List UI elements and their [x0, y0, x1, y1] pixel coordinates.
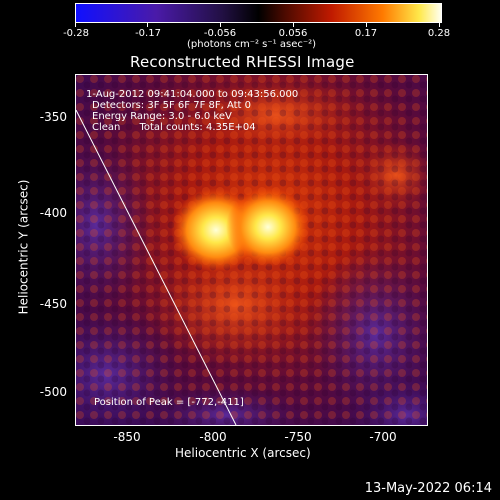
timestamp: 13-May-2022 06:14	[364, 481, 492, 496]
x-axis-title: Heliocentric X (arcsec)	[175, 446, 311, 460]
colorbar-tick	[147, 22, 148, 27]
colorbar-units: (photons cm⁻² s⁻¹ asec⁻²)	[187, 39, 317, 50]
detectors-text: Detectors: 3F 5F 6F 7F 8F, Att 0	[92, 100, 252, 111]
colorbar-tick-label: -0.17	[135, 28, 161, 39]
colorbar-tick	[439, 22, 440, 27]
peak-position-text: Position of Peak = [-772,-411]	[94, 397, 244, 408]
colorbar-tick-label: -0.28	[63, 28, 89, 39]
y-tick-label: -500	[39, 385, 67, 399]
x-tick-label: -750	[284, 430, 312, 444]
total-counts-text: Clean Total counts: 4.35E+04	[92, 122, 256, 133]
y-tick-label: -450	[39, 297, 67, 311]
energy-range-text: Energy Range: 3.0 - 6.0 keV	[92, 111, 232, 122]
y-tick-label: -400	[39, 206, 67, 220]
time-range-text: 1-Aug-2012 09:41:04.000 to 09:43:56.000	[86, 89, 299, 100]
colorbar-tick-label: 0.17	[354, 28, 378, 39]
x-tick-label: -800	[199, 430, 227, 444]
colorbar	[75, 3, 442, 23]
colorbar-tick	[293, 22, 294, 27]
y-axis-title: Heliocentric Y (arcsec)	[16, 179, 31, 315]
image-canvas	[76, 75, 427, 425]
image-title: Reconstructed RHESSI Image	[130, 53, 355, 71]
colorbar-tick	[75, 22, 76, 27]
colorbar-tick	[366, 22, 367, 27]
colorbar-tick	[220, 22, 221, 27]
x-tick-label: -700	[369, 430, 397, 444]
colorbar-tick-label: 0.28	[427, 28, 451, 39]
y-tick-label: -350	[39, 110, 67, 124]
x-tick-label: -850	[113, 430, 141, 444]
colorbar-tick-label: -0.056	[203, 28, 237, 39]
rhessi-image: 1-Aug-2012 09:41:04.000 to 09:43:56.000 …	[75, 74, 428, 426]
colorbar-tick-label: 0.056	[278, 28, 308, 39]
